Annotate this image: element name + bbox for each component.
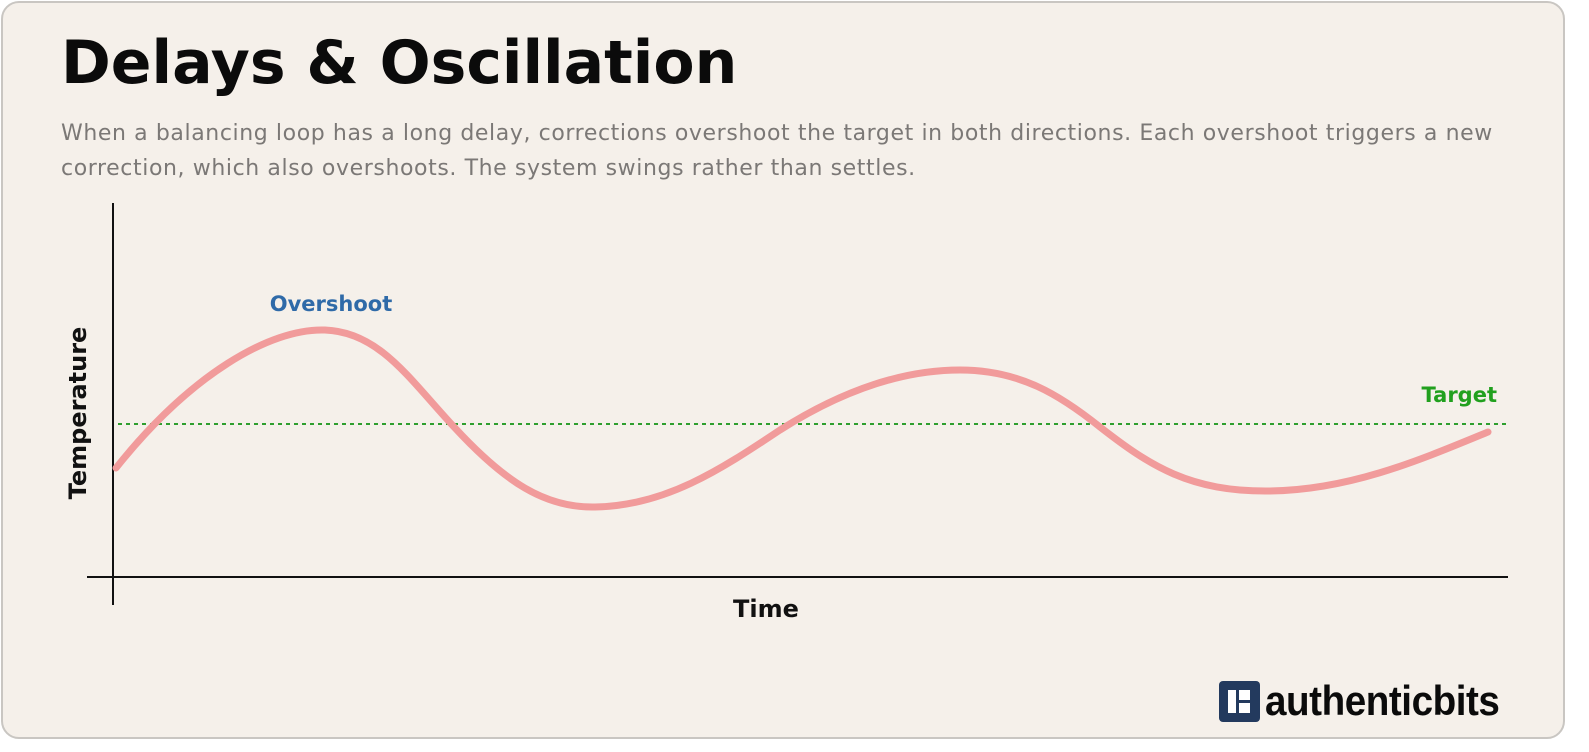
x-axis-label: Time xyxy=(733,595,799,623)
page-title: Delays & Oscillation xyxy=(61,28,738,98)
y-axis-label: Temperature xyxy=(64,327,92,500)
overshoot-label: Overshoot xyxy=(270,292,392,316)
authenticbits-logo-icon xyxy=(1219,680,1260,722)
brand-name: authenticbits xyxy=(1265,677,1500,724)
brand-logo: authenticbits xyxy=(1219,679,1520,723)
target-label: Target xyxy=(1422,383,1497,407)
infographic-card: Delays & Oscillation When a balancing lo… xyxy=(1,1,1565,739)
oscillation-curve xyxy=(112,326,1492,511)
page-subtitle: When a balancing loop has a long delay, … xyxy=(61,121,1493,181)
